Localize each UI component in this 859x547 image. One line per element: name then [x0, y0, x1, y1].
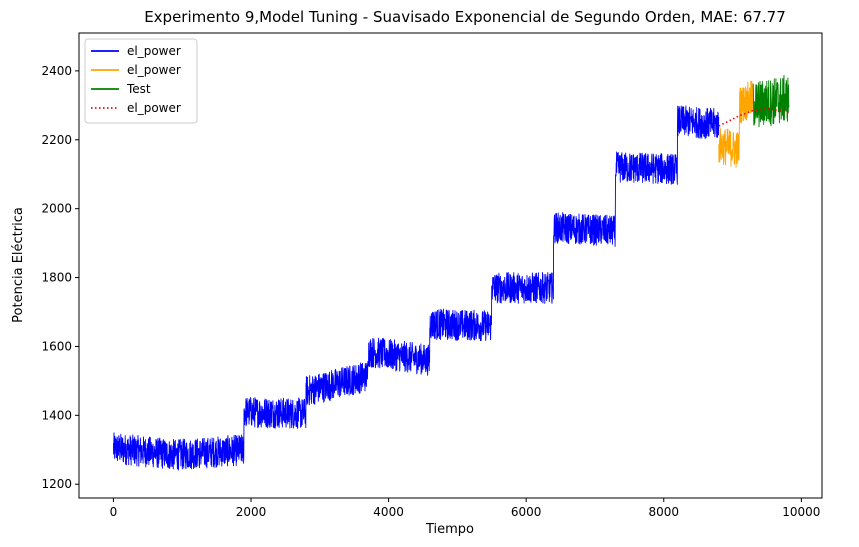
y-axis: 1200 1400 1600 1800 2000 2200 2400	[41, 64, 79, 491]
x-tick-label: 4000	[373, 505, 404, 519]
y-tick-label: 1800	[41, 271, 72, 285]
legend-label: el_power	[127, 101, 181, 115]
legend-label: el_power	[127, 63, 181, 77]
x-axis-label: Tiempo	[425, 522, 474, 537]
y-tick-label: 2400	[41, 64, 72, 78]
series-line-0	[112, 105, 720, 471]
legend-label: Test	[126, 82, 151, 96]
series-line-2	[752, 74, 790, 128]
x-tick-label: 0	[110, 505, 118, 519]
x-tick-label: 10000	[782, 505, 820, 519]
y-tick-label: 1400	[41, 408, 72, 422]
y-tick-label: 1200	[41, 477, 72, 491]
x-tick-label: 6000	[511, 505, 542, 519]
legend-label: el_power	[127, 44, 181, 58]
y-tick-label: 2200	[41, 133, 72, 147]
x-tick-label: 2000	[236, 505, 267, 519]
chart-title: Experimento 9,Model Tuning - Suavisado E…	[144, 8, 786, 26]
x-tick-label: 8000	[648, 505, 679, 519]
series-line-1	[718, 80, 754, 168]
y-tick-label: 2000	[41, 202, 72, 216]
plot-frame	[78, 32, 823, 499]
plot-area	[112, 74, 790, 471]
x-axis: 0 2000 4000 6000 8000 10000	[110, 498, 820, 519]
legend: el_power el_power Test el_power	[84, 38, 198, 124]
y-axis-label: Potencia Eléctrica	[11, 207, 26, 323]
y-tick-label: 1600	[41, 339, 72, 353]
legend-box	[84, 38, 198, 124]
